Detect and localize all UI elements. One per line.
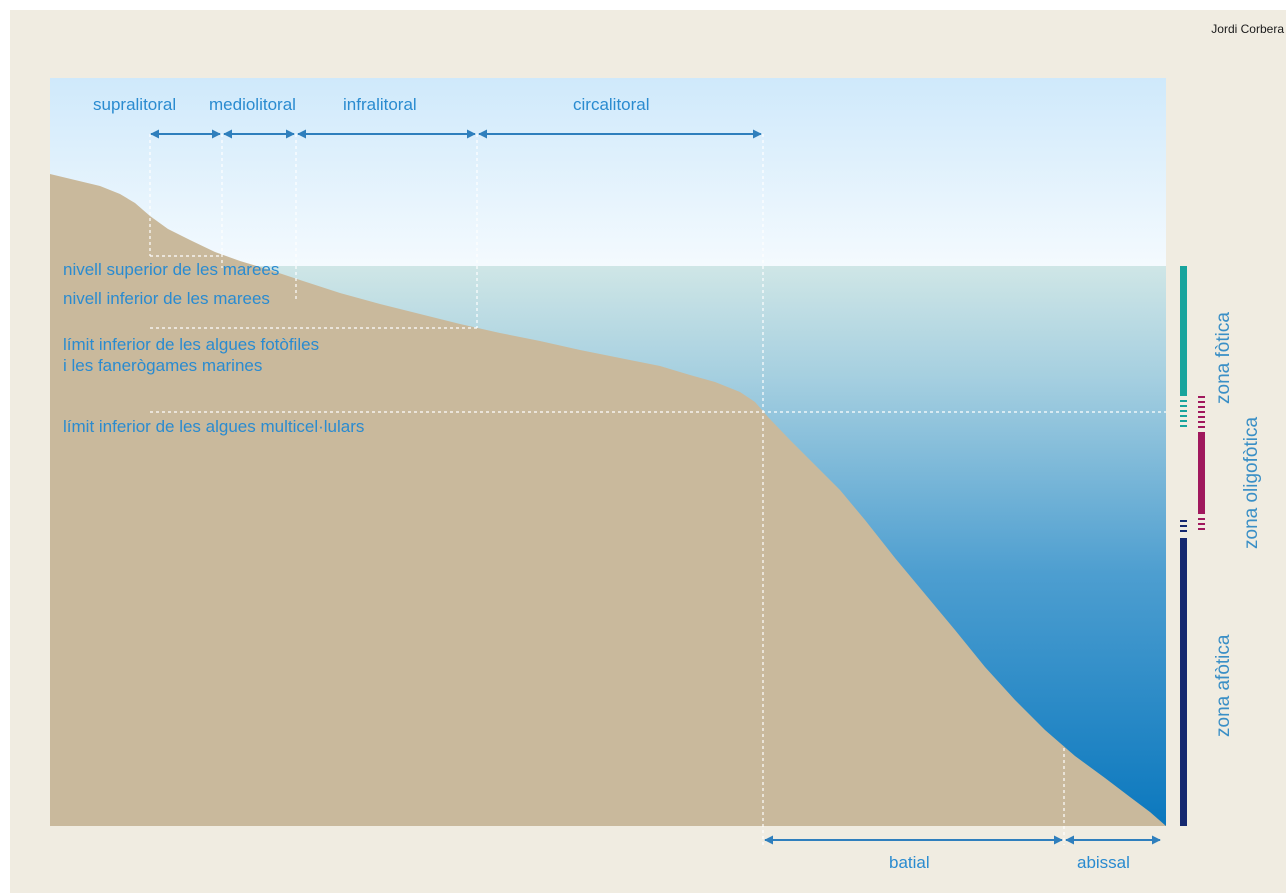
infralitoral-label: infralitoral (343, 95, 417, 114)
upper-tide-label: nivell superior de les marees (63, 260, 279, 279)
page-left-border (0, 0, 10, 893)
oligophotic-bar (1198, 432, 1205, 514)
page-top-border (0, 0, 1286, 10)
photic-bar (1180, 266, 1187, 396)
guide-lines (149, 134, 1166, 845)
batial-label: batial (889, 853, 930, 872)
photophilic-limit-label-2: i les fanerògames marines (63, 356, 262, 375)
photophilic-limit-label-1: límit inferior de les algues fotòfiles (63, 335, 319, 354)
credit-text: Jordi Corbera (1211, 22, 1284, 36)
aphotic-bar-dashes (1180, 520, 1187, 532)
seabed-profile (50, 174, 1166, 826)
mediolitoral-label: mediolitoral (209, 95, 296, 114)
aphotic-zone-label: zona afòtica (1213, 634, 1234, 737)
sky (50, 78, 1166, 266)
photic-bar-dashes (1180, 400, 1187, 427)
abissal-label: abissal (1077, 853, 1130, 872)
circalitoral-label: circalitoral (573, 95, 650, 114)
multicellular-limit-label: límit inferior de les algues multicel·lu… (63, 417, 364, 436)
lower-tide-label: nivell inferior de les marees (63, 289, 270, 308)
photic-zone-label: zona fòtica (1213, 312, 1234, 404)
oligophotic-bar-dashes-top (1198, 396, 1205, 428)
light-zone-bars (1180, 266, 1205, 826)
oligophotic-zone-label: zona oligofòtica (1241, 417, 1262, 549)
aphotic-bar (1180, 538, 1187, 826)
oligophotic-bar-dashes-bottom (1198, 518, 1205, 530)
supralitoral-label: supralitoral (93, 95, 176, 114)
